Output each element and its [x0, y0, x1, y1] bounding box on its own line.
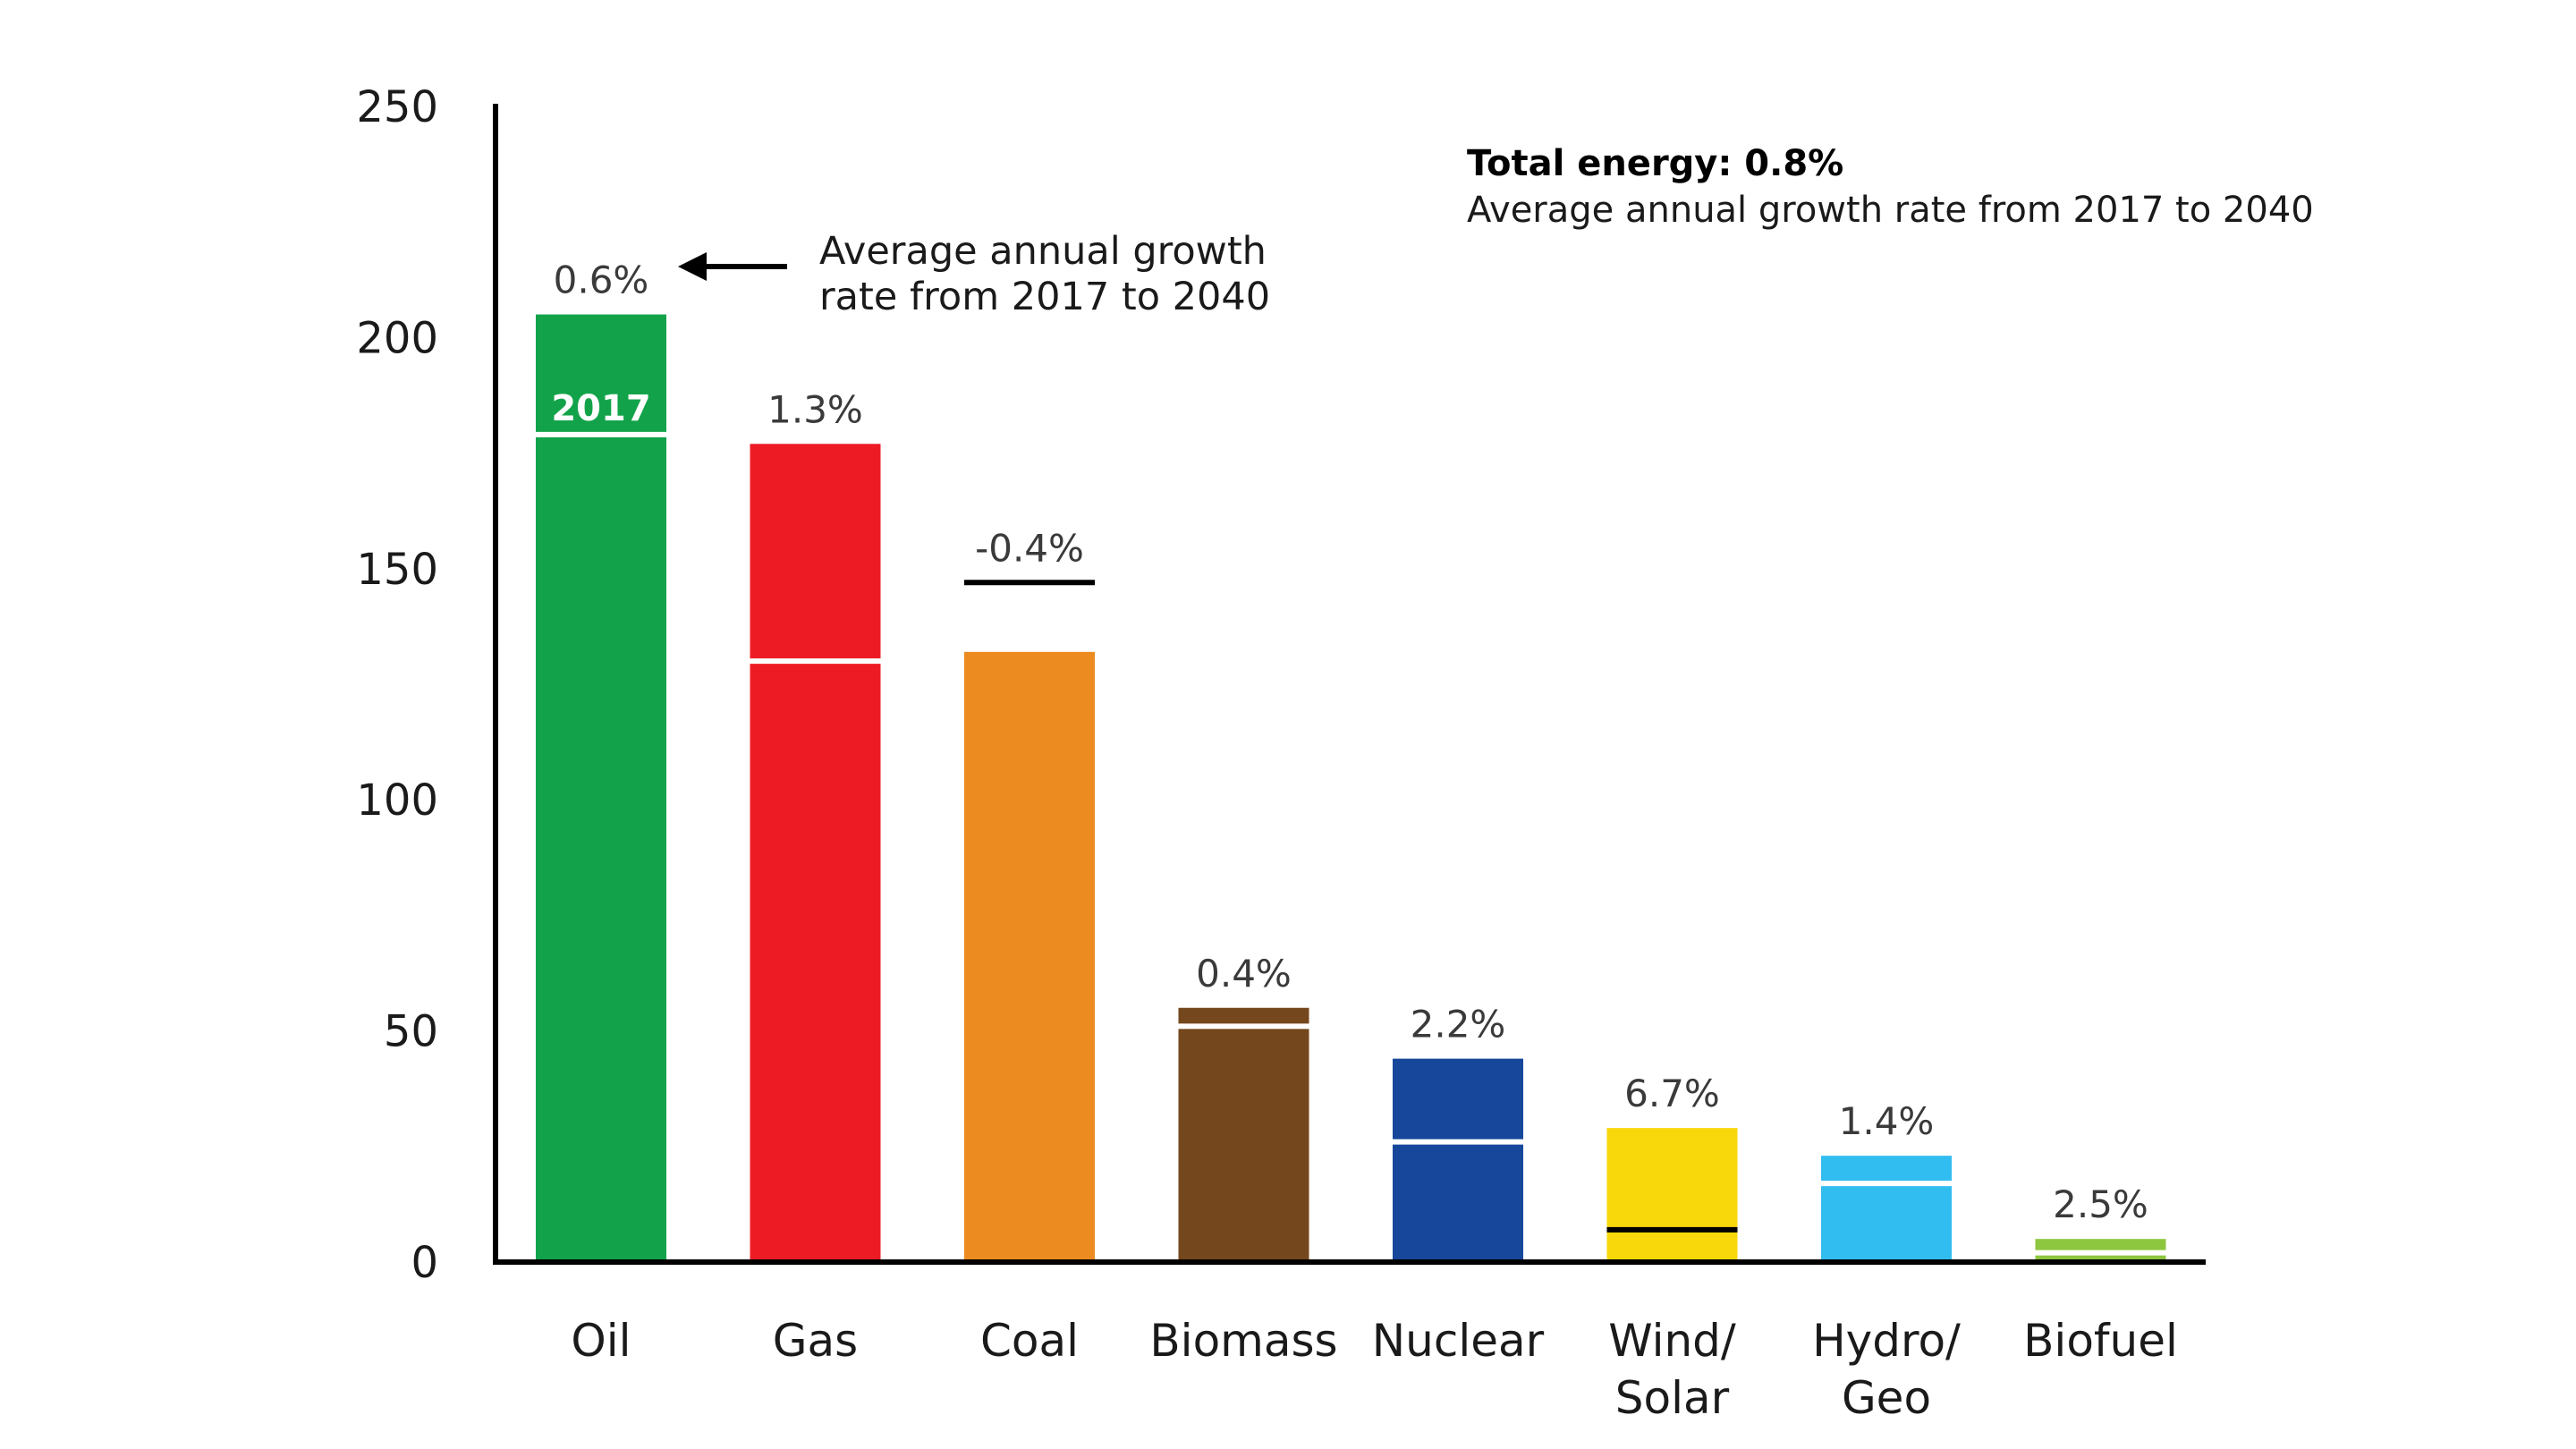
category-label: Wind/: [1608, 1315, 1736, 1367]
category-label: Hydro/: [1812, 1315, 1961, 1367]
category-label: Coal: [980, 1315, 1079, 1367]
category-label: Geo: [1842, 1372, 1931, 1424]
annotation-arrow-head: [678, 252, 707, 281]
y-tick-label: 50: [384, 1007, 438, 1057]
2017-markers: [536, 431, 2166, 1256]
annotation-line-1: Average annual growth: [819, 229, 1267, 274]
growth-rate-label: 1.4%: [1839, 1099, 1935, 1143]
bar: [1821, 1156, 1952, 1262]
growth-rate-labels: 0.6% 1.3% -0.4% 0.4% 2.2% 6.7% 1.4% 2.5%: [554, 258, 2148, 1227]
bars: [536, 314, 2166, 1262]
total-energy-subtitle: Average annual growth rate from 2017 to …: [1467, 190, 2314, 231]
category-label: Gas: [773, 1315, 858, 1367]
bar: [1178, 1007, 1309, 1262]
growth-rate-label: 0.4%: [1196, 952, 1292, 996]
category-label: Oil: [571, 1315, 631, 1367]
y-tick-label: 250: [356, 82, 438, 132]
total-energy-title: Total energy: 0.8%: [1467, 143, 1843, 184]
y-axis-ticks: 0 50 100 150 200 250: [356, 82, 438, 1288]
y-tick-label: 0: [411, 1238, 438, 1288]
category-label: Solar: [1615, 1372, 1730, 1424]
growth-rate-label: 2.2%: [1411, 1003, 1506, 1046]
growth-rate-label: 2.5%: [2053, 1182, 2148, 1226]
category-label: Nuclear: [1372, 1315, 1545, 1367]
category-labels: Oil Gas Coal Biomass Nuclear Wind/Solar Hydro/…: [571, 1315, 2177, 1424]
y-tick-label: 100: [356, 775, 438, 826]
annotation-line-2: rate from 2017 to 2040: [819, 275, 1270, 319]
bar: [1606, 1128, 1738, 1262]
growth-rate-label: 0.6%: [554, 258, 649, 302]
growth-rate-label: 1.3%: [767, 387, 863, 431]
category-label: Biofuel: [2023, 1315, 2178, 1367]
bar: [536, 314, 666, 1262]
category-label: Biomass: [1149, 1315, 1337, 1367]
annotation: Average annual growth rate from 2017 to …: [678, 229, 1270, 319]
growth-rate-label: 6.7%: [1624, 1072, 1720, 1115]
growth-rate-label: -0.4%: [975, 526, 1084, 570]
marker-year-label: 2017: [551, 388, 650, 429]
y-tick-label: 200: [356, 313, 438, 363]
bar: [964, 651, 1095, 1262]
bar: [750, 444, 881, 1262]
y-tick-label: 150: [356, 545, 438, 595]
bar: [1393, 1058, 1523, 1262]
